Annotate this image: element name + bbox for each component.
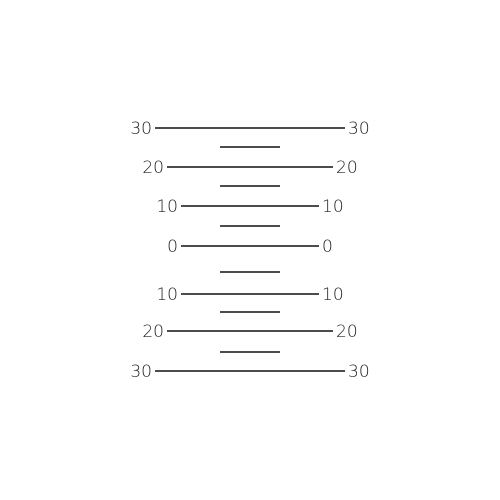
ladder-rung-right-label: 30	[348, 119, 370, 139]
ladder-rung-left-label: 0	[167, 237, 178, 257]
ladder-rung-left-label: 20	[142, 322, 164, 342]
ladder-rung-left-label: 10	[156, 285, 178, 305]
ladder-rung-left-label: 10	[156, 197, 178, 217]
ladder-rung-right-label: 30	[348, 362, 370, 382]
ladder-rung-left-label: 30	[130, 119, 152, 139]
ladder-rung-right-label: 10	[322, 197, 344, 217]
ladder-rung-right-label: 0	[322, 237, 333, 257]
ladder-rung-left-label: 30	[130, 362, 152, 382]
ladder-rung-right-label: 20	[336, 158, 358, 178]
ladder-rung-right-label: 20	[336, 322, 358, 342]
ladder-rung-right-label: 10	[322, 285, 344, 305]
ladder-rung-left-label: 20	[142, 158, 164, 178]
